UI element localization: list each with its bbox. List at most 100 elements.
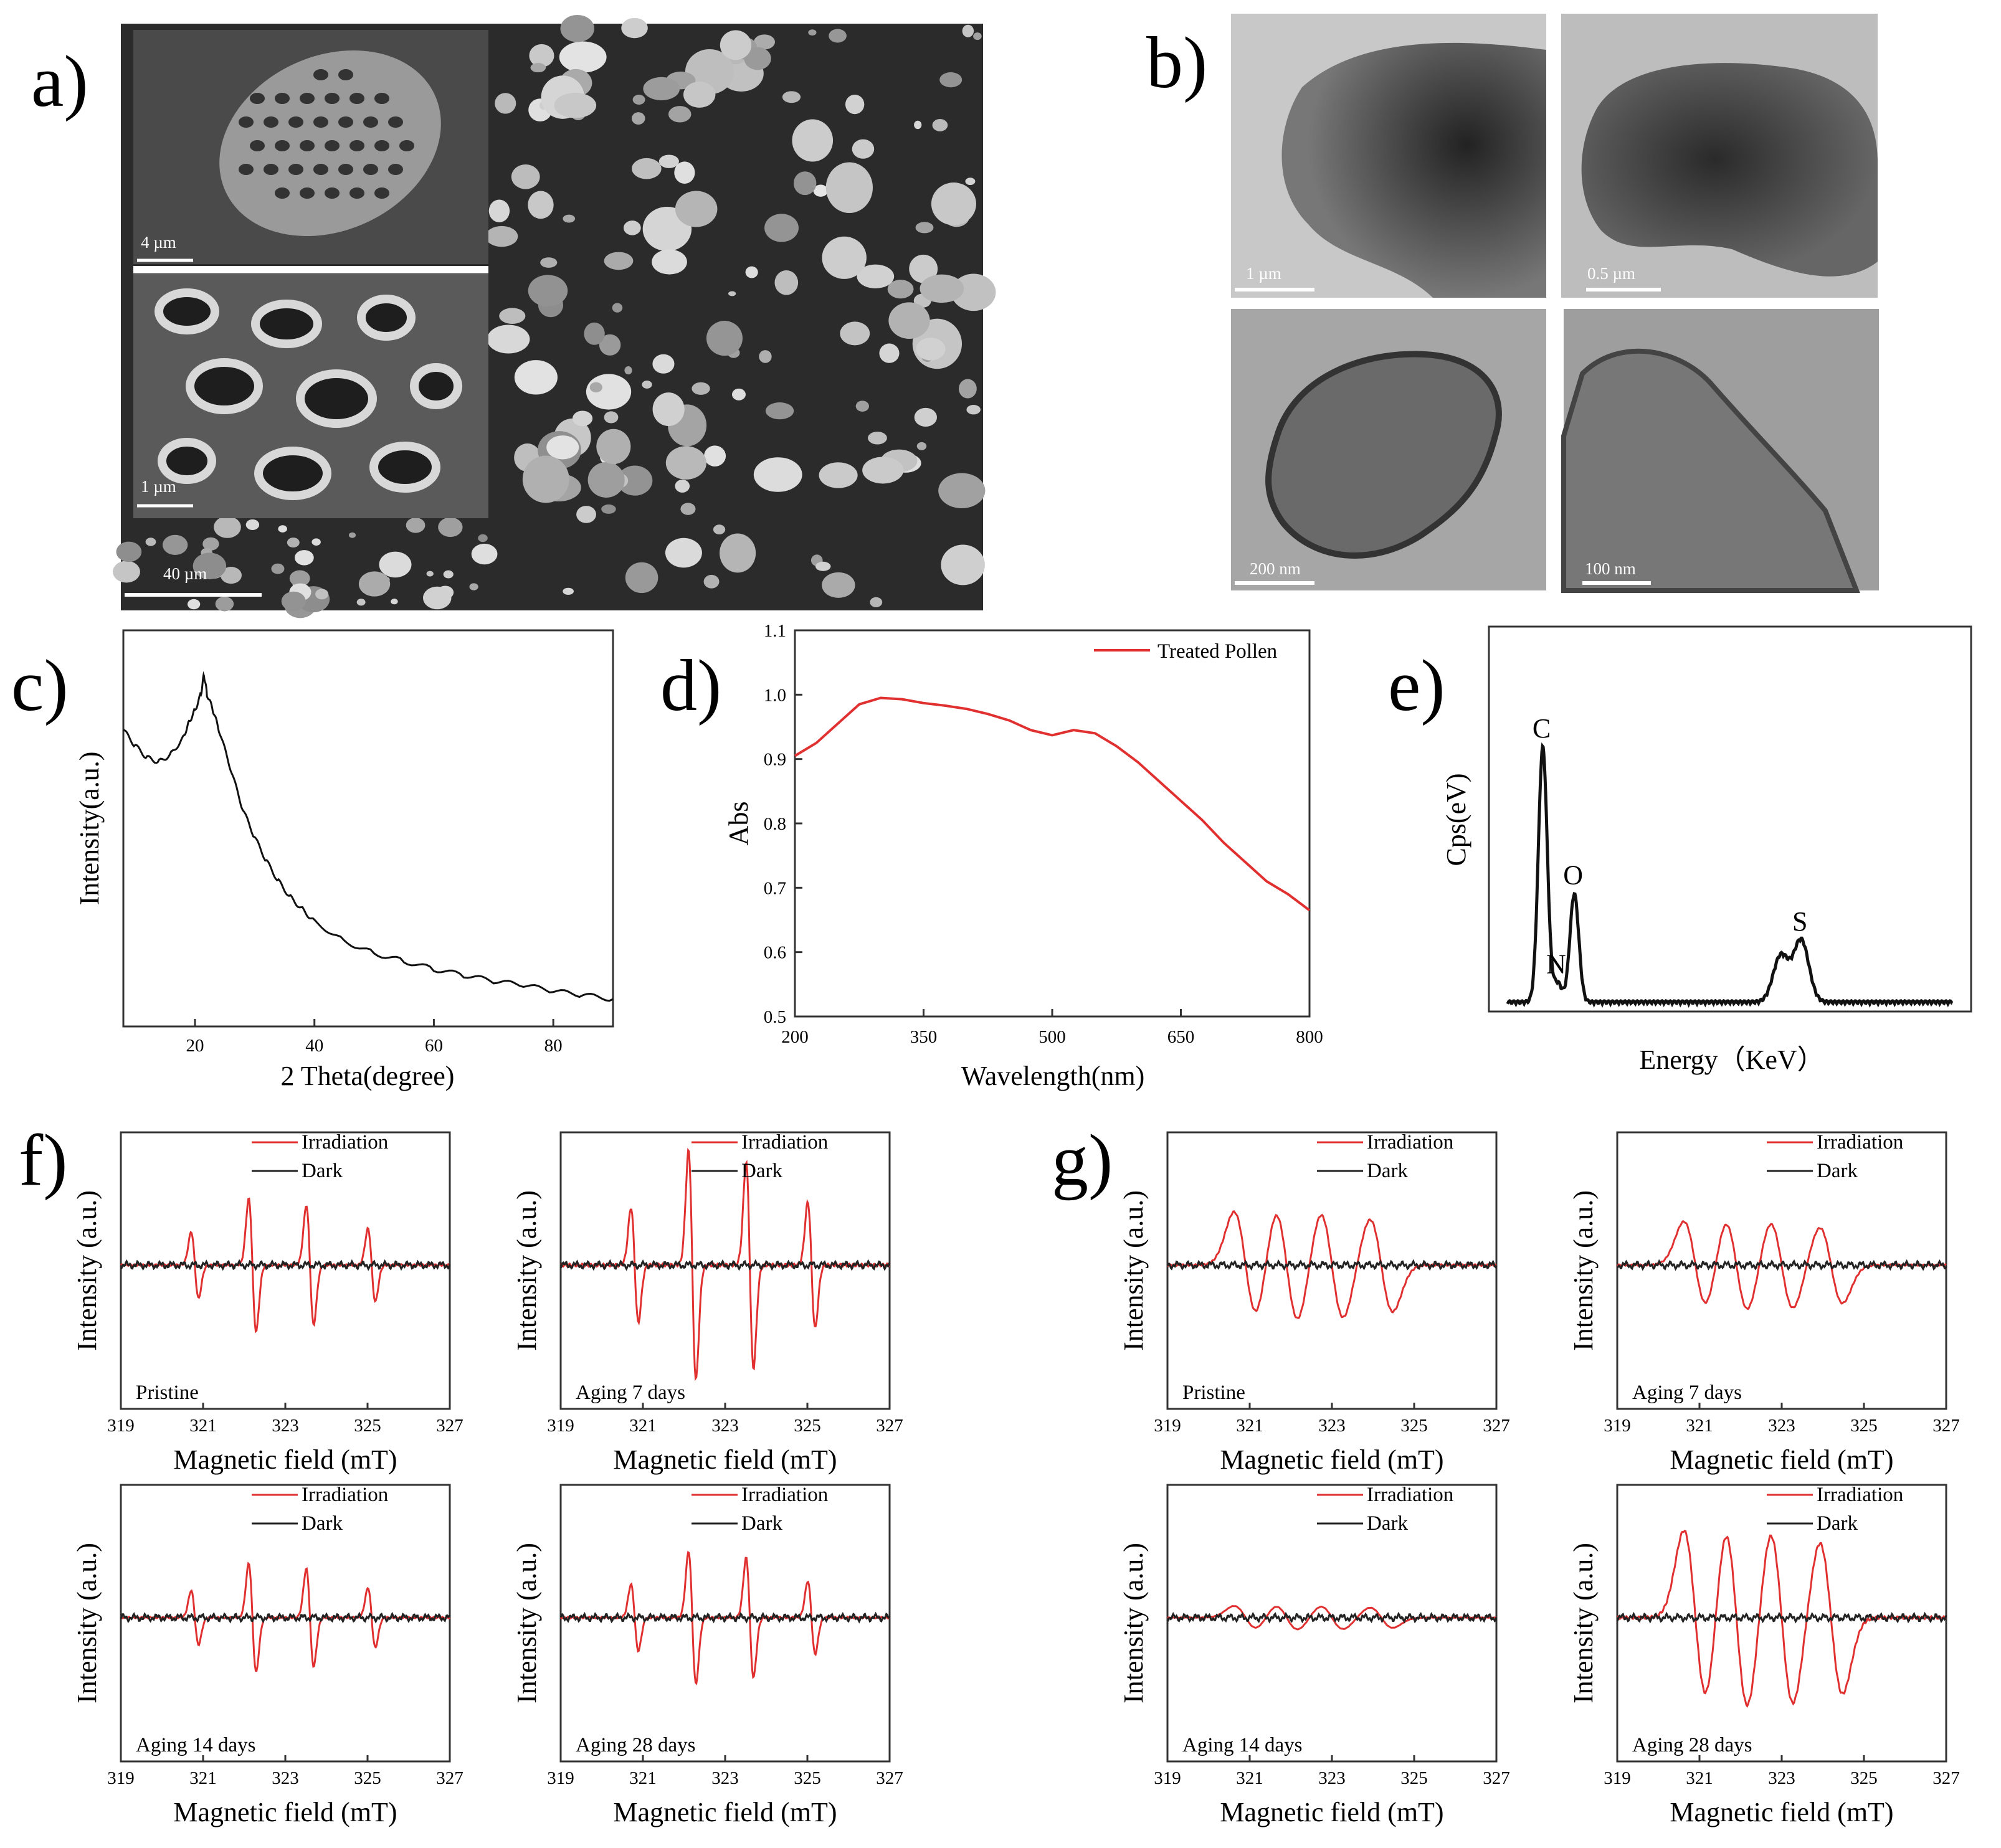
pollen-pore (300, 187, 315, 199)
sem-particle (852, 139, 875, 159)
legend-label-dark: Dark (1817, 1160, 1858, 1182)
panel-d: d) 200 350 500 650 8000.50.60.70.80.91.01.1 … (660, 621, 1323, 1091)
epr-tick-label: 327 (1932, 1768, 1960, 1788)
epr-y-axis-title: Intensity (a.u.) (1568, 1543, 1599, 1703)
scale-label-inset-bottom: 1 µm (141, 477, 176, 496)
epr-frame (559, 1484, 891, 1763)
legend-label-dark: Dark (302, 1160, 343, 1182)
pollen-pore (338, 164, 353, 175)
sem-particle (422, 586, 452, 610)
epr-sample-label: Aging 28 days (1632, 1734, 1752, 1756)
epr-tick-label: 321 (1236, 1768, 1263, 1788)
x-tick-label-c: 40 (305, 1036, 323, 1056)
sem-particle (958, 379, 977, 399)
sem-particle (601, 504, 616, 514)
sem-particle (563, 587, 574, 595)
sem-particle (625, 562, 658, 594)
pollen-pore (313, 69, 328, 80)
sem-particle (829, 29, 847, 43)
tem-particle-3 (1265, 351, 1502, 559)
x-tick-label-d: 800 (1296, 1027, 1323, 1047)
sem-particle (668, 106, 692, 123)
epr-tick-label: 321 (1686, 1768, 1713, 1788)
y-tick-label-d: 0.8 (764, 814, 786, 834)
epr-tick-label: 319 (1154, 1768, 1181, 1788)
epr-sample-label: Aging 14 days (1182, 1734, 1303, 1756)
sem-particle (973, 32, 982, 40)
sem-particle (612, 303, 623, 313)
peak-label-e: N (1546, 949, 1566, 979)
legend-label-d: Treated Pollen (1157, 640, 1277, 663)
sem-particle (792, 119, 834, 162)
epr-tick-label: 323 (1318, 1416, 1346, 1436)
sem-particle (652, 354, 675, 374)
sem-particle (759, 350, 772, 363)
legend-label-dark: Dark (1367, 1160, 1408, 1182)
sem-particle (782, 91, 801, 103)
sem-particle (643, 77, 680, 101)
sem-particle (815, 561, 831, 571)
epr-y-axis-title: Intensity (a.u.) (72, 1190, 102, 1351)
legend-label-dark: Dark (1367, 1512, 1408, 1535)
sem-particle (914, 120, 922, 130)
sem-particle (560, 15, 594, 42)
dark-line (1167, 1259, 1498, 1271)
epr-tick-label: 327 (1483, 1768, 1510, 1788)
plot-frame-e (1488, 625, 1972, 1013)
epr-tick-label: 325 (1400, 1768, 1428, 1788)
panel-label-a: a) (31, 40, 88, 122)
epr-tick-label: 327 (876, 1416, 903, 1436)
epr-y-axis-title: Intensity (a.u.) (1118, 1543, 1149, 1703)
sem-particle (631, 112, 645, 125)
sem-particle (764, 214, 799, 242)
epr-sample-label: Pristine (1182, 1381, 1245, 1404)
x-tick-label-d: 200 (781, 1027, 809, 1047)
tem-scale-label-4: 100 nm (1585, 559, 1636, 578)
sem-particle (870, 597, 883, 608)
sem-particle (289, 570, 310, 587)
sem-particle (478, 534, 488, 543)
sem-particle (840, 321, 870, 346)
sem-particle (426, 571, 434, 577)
legend-label-irradiation: Irradiation (741, 1484, 828, 1506)
pollen-pore (399, 140, 414, 151)
sem-particle (202, 537, 219, 551)
sem-particles (113, 15, 996, 618)
pollen-pore (275, 140, 290, 151)
sem-particle (187, 599, 201, 610)
sem-particle (941, 544, 985, 585)
sem-particle (713, 524, 726, 534)
sem-particle (966, 405, 981, 415)
epr-tick-label: 321 (629, 1768, 657, 1788)
pollen-pores (239, 69, 414, 199)
panel-label-d: d) (660, 645, 721, 726)
sem-particle (753, 457, 802, 492)
tem-scale-label-1: 1 µm (1246, 264, 1281, 283)
mesh-pore (296, 369, 377, 428)
sem-particle (938, 473, 986, 509)
pollen-pore (239, 164, 254, 175)
epr-tick-label: 319 (547, 1416, 574, 1436)
mesh-pore (357, 295, 416, 341)
y-axis-title-d: Abs (723, 802, 754, 846)
sem-particle (909, 254, 938, 283)
x-axis-title-d: Wavelength(nm) (961, 1061, 1145, 1091)
epr-tick-label: 327 (436, 1768, 463, 1788)
pollen-pore (313, 164, 328, 175)
sem-particle (916, 338, 946, 361)
sem-particle (915, 222, 934, 234)
sem-particle (813, 184, 829, 197)
sem-particle (765, 402, 794, 420)
epr-x-axis-title: Magnetic field (mT) (173, 1444, 397, 1475)
epr-x-axis-title: Magnetic field (mT) (173, 1797, 397, 1827)
sem-particle (311, 538, 321, 546)
peak-labels-e: C N O S (1533, 713, 1808, 979)
sem-particle (530, 63, 546, 73)
sem-particle (546, 435, 579, 460)
tem-particle-4 (1561, 348, 1860, 593)
epr-sample-label: Pristine (136, 1381, 199, 1404)
pollen-pore (275, 187, 290, 199)
sem-particle (287, 538, 300, 548)
